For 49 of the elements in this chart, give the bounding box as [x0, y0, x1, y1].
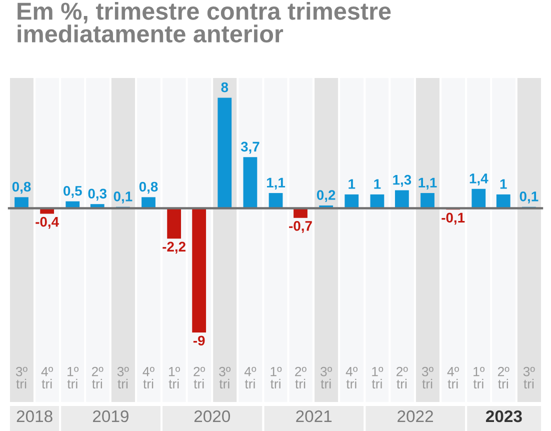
data-label: 1,4	[470, 174, 488, 186]
x-tick-label: 3º tri	[117, 366, 129, 389]
data-label: 1	[374, 179, 381, 189]
x2-tick-label: 2023	[486, 410, 522, 422]
x-tick-label: 2º tri	[194, 366, 205, 389]
data-label: 8	[221, 82, 228, 92]
x-tick-label: 2º tri	[396, 366, 408, 389]
data-label: 1	[500, 179, 507, 189]
data-label: 1	[348, 179, 356, 189]
data-label: 1,1	[418, 178, 437, 190]
data-label: 3,7	[240, 142, 260, 154]
x-tick-label: 4º tri	[346, 366, 358, 389]
data-label: -2,2	[162, 242, 186, 254]
x-tick-label: 3º tri	[16, 366, 28, 389]
x-tick-label: 3º tri	[320, 366, 332, 389]
data-label: 0,5	[64, 186, 82, 198]
x2-tick-label: 2021	[296, 410, 332, 422]
x2-tick-label: 2019	[93, 410, 128, 422]
data-label: 1,1	[267, 178, 286, 190]
x-tick-label: 3º tri	[523, 366, 535, 389]
x-tick-label: 4º tri	[447, 366, 459, 389]
x-tick-label: 1º tri	[270, 366, 282, 389]
data-label: -0,4	[36, 216, 59, 229]
data-label: -0,7	[289, 221, 312, 233]
x-tick-label: 1º tri	[372, 366, 384, 389]
x-tick-label: 4º tri	[41, 366, 53, 389]
data-label: 1,3	[393, 174, 412, 187]
x2-tick-label: 2022	[398, 410, 433, 422]
x-tick-label: 4º tri	[244, 366, 256, 389]
data-label: 0,3	[88, 188, 107, 201]
data-label: 0,8	[12, 182, 31, 194]
data-label: 0,2	[316, 190, 336, 202]
x-tick-label: 1º tri	[67, 366, 79, 389]
data-label: 0,8	[139, 182, 158, 194]
x-tick-label: 3º tri	[422, 366, 434, 389]
x-tick-label: 2º tri	[498, 366, 510, 389]
data-label: -0,1	[442, 212, 465, 225]
x2-tick-label: 2020	[194, 410, 230, 422]
x-tick-label: 2º tri	[92, 366, 104, 389]
x-tick-label: 1º tri	[473, 366, 485, 389]
x-tick-label: 1º tri	[168, 366, 180, 389]
x2-tick-label: 2018	[16, 410, 52, 422]
data-label: 0,1	[520, 191, 538, 204]
x-tick-label: 2º tri	[295, 366, 306, 389]
x-tick-label: 3º tri	[219, 366, 231, 389]
chart-title: Em %, trimestre contra trimestre imediatamente anterior	[18, 2, 391, 43]
data-label: 0,1	[114, 191, 132, 204]
x-tick-label: 4º tri	[142, 366, 154, 389]
data-label: -9	[193, 336, 205, 346]
